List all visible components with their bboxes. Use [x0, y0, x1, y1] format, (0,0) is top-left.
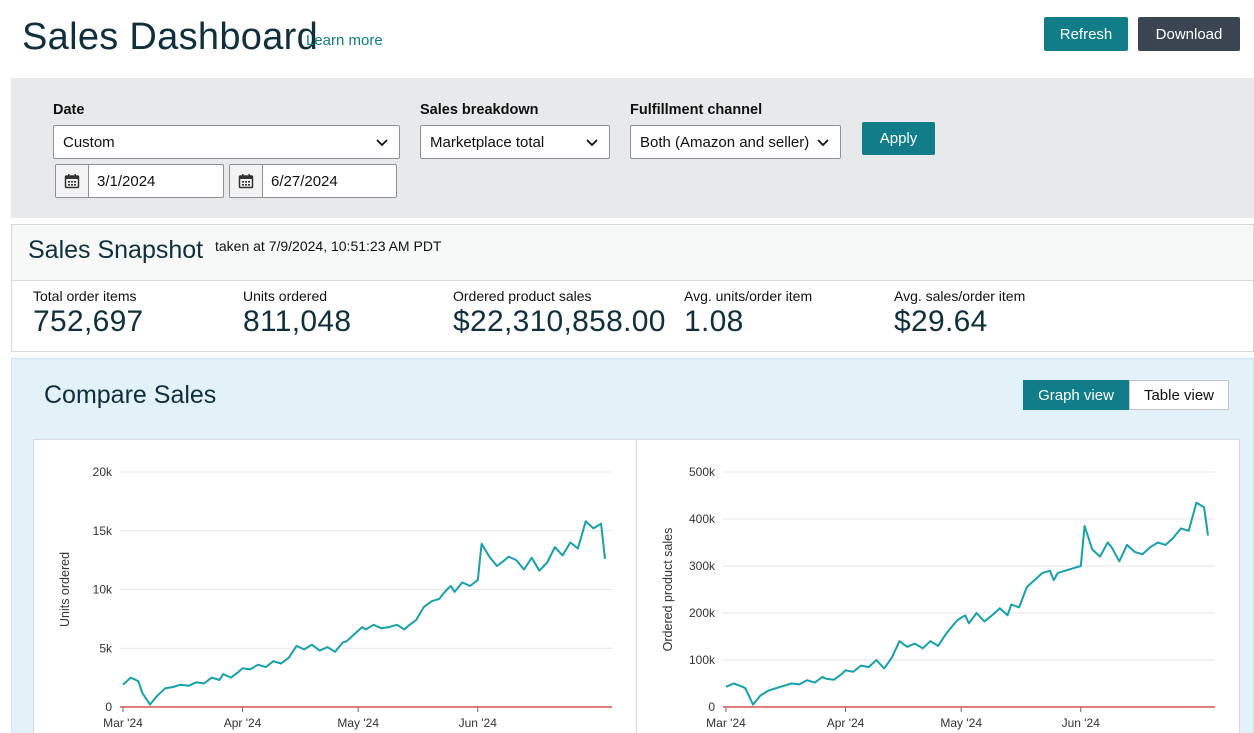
- channel-label: Fulfillment channel: [630, 102, 763, 118]
- series-line[interactable]: [725, 501, 1209, 706]
- compare-sales-section: Compare Sales Graph view Table view 0 5k 1…: [11, 358, 1254, 733]
- metric-value: $22,310,858.00: [453, 305, 666, 338]
- metric-label: Avg. sales/order item: [894, 288, 1026, 304]
- metric-value: 1.08: [684, 305, 744, 338]
- y-tick-label: 400k: [689, 512, 716, 526]
- table-view-toggle[interactable]: Table view: [1129, 380, 1229, 410]
- metric-label: Ordered product sales: [453, 288, 592, 304]
- apply-button[interactable]: Apply: [862, 122, 935, 155]
- page-title: Sales Dashboard: [22, 16, 319, 58]
- y-tick-label: 300k: [689, 559, 716, 573]
- metric-avg-sales-order-item: Avg. sales/order item $29.64: [894, 288, 1025, 339]
- metric-value: $29.64: [894, 305, 988, 338]
- compare-title: Compare Sales: [44, 381, 217, 409]
- metric-avg-units-order-item: Avg. units/order item 1.08: [684, 288, 812, 339]
- y-tick-label: 500k: [689, 465, 716, 479]
- x-tick-label: Jun '24: [459, 716, 498, 730]
- y-tick-label: 5k: [99, 641, 113, 655]
- learn-more-link[interactable]: Learn more: [306, 32, 383, 49]
- metric-total-order-items: Total order items 752,697: [33, 288, 144, 339]
- metric-units-ordered: Units ordered 811,048: [243, 288, 351, 339]
- calendar-icon[interactable]: [230, 165, 263, 197]
- metric-ordered-product-sales: Ordered product sales $22,310,858.00: [453, 288, 666, 339]
- chevron-down-icon: [376, 139, 388, 147]
- x-tick-label: Jun '24: [1062, 716, 1101, 730]
- snapshot-timestamp: taken at 7/9/2024, 10:51:23 AM PDT: [215, 238, 442, 254]
- y-tick-label: 200k: [689, 606, 716, 620]
- x-tick-label: May '24: [940, 716, 982, 730]
- end-date-value[interactable]: 6/27/2024: [271, 172, 338, 190]
- metric-label: Avg. units/order item: [684, 288, 813, 304]
- x-tick-label: Mar '24: [103, 716, 143, 730]
- x-tick-label: Apr '24: [827, 716, 865, 730]
- date-label: Date: [53, 102, 85, 118]
- calendar-icon[interactable]: [56, 165, 89, 197]
- channel-select-value: Both (Amazon and seller): [640, 133, 810, 151]
- graph-view-toggle[interactable]: Graph view: [1023, 380, 1129, 410]
- snapshot-metrics: Total order items 752,697 Units ordered …: [11, 280, 1254, 352]
- y-tick-label: 20k: [93, 465, 113, 479]
- product-sales-chart: 0 100k 200k 300k 400k 500k Mar '24 Apr '24 May '…: [661, 465, 1215, 730]
- breakdown-label: Sales breakdown: [420, 102, 539, 118]
- y-axis-label: Ordered product sales: [661, 528, 675, 652]
- channel-select[interactable]: Both (Amazon and seller): [630, 125, 841, 159]
- date-select-value: Custom: [63, 133, 115, 151]
- date-select[interactable]: Custom: [53, 125, 400, 159]
- x-tick-label: May '24: [337, 716, 379, 730]
- metric-value: 752,697: [33, 305, 144, 338]
- y-tick-label: 15k: [93, 524, 113, 538]
- breakdown-select[interactable]: Marketplace total: [420, 125, 610, 159]
- chevron-down-icon: [817, 139, 829, 147]
- series-line[interactable]: [122, 520, 606, 706]
- metric-label: Units ordered: [243, 288, 328, 304]
- y-tick-label: 0: [708, 700, 715, 714]
- y-tick-label: 10k: [93, 583, 113, 597]
- metric-value: 811,048: [243, 305, 352, 338]
- units-ordered-chart: 0 5k 10k 15k 20k Mar '24 Apr '24 May '24 Jun '24…: [58, 465, 612, 730]
- units-chart-panel: 0 5k 10k 15k 20k Mar '24 Apr '24 May '24 Jun '24…: [33, 439, 637, 733]
- download-button[interactable]: Download: [1138, 17, 1240, 51]
- y-tick-label: 100k: [689, 653, 716, 667]
- snapshot-title: Sales Snapshot: [28, 236, 204, 264]
- x-tick-label: Mar '24: [706, 716, 746, 730]
- snapshot-header: Sales Snapshot taken at 7/9/2024, 10:51:…: [11, 224, 1254, 280]
- end-date-field[interactable]: 6/27/2024: [229, 164, 397, 198]
- chevron-down-icon: [586, 139, 598, 147]
- metric-label: Total order items: [33, 288, 137, 304]
- page-header: Sales Dashboard Learn more Refresh Downl…: [0, 0, 1254, 78]
- x-tick-label: Apr '24: [224, 716, 262, 730]
- y-tick-label: 0: [105, 700, 112, 714]
- filter-bar: Date Custom 3/1/2024 6/27/2024 Sales bre…: [11, 78, 1254, 218]
- start-date-field[interactable]: 3/1/2024: [55, 164, 224, 198]
- y-axis-label: Units ordered: [58, 552, 72, 627]
- start-date-value[interactable]: 3/1/2024: [97, 172, 156, 190]
- refresh-button[interactable]: Refresh: [1044, 17, 1128, 51]
- sales-chart-panel: 0 100k 200k 300k 400k 500k Mar '24 Apr '24 May '…: [636, 439, 1240, 733]
- breakdown-select-value: Marketplace total: [430, 133, 545, 151]
